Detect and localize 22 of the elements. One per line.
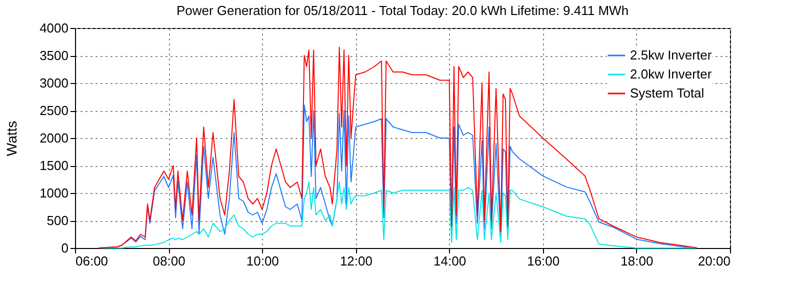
x-tick-label: 12:00 xyxy=(340,254,372,268)
x-tick-label: 20:00 xyxy=(698,254,730,268)
x-tick-label: 18:00 xyxy=(620,254,654,268)
y-tick-label: 2000 xyxy=(40,130,68,146)
x-tick-label: 10:00 xyxy=(246,254,279,268)
chart-title: Power Generation for 05/18/2011 - Total Today: 20.0 kWh Lifetime: 9.411 MWh xyxy=(176,3,629,18)
y-tick-label: 4000 xyxy=(40,20,68,36)
legend-label: 2.0kw Inverter xyxy=(630,66,712,82)
y-tick-label: 1000 xyxy=(40,186,68,200)
y-tick-label: 0 xyxy=(61,240,68,256)
legend-label: System Total xyxy=(630,86,704,100)
x-tick-label: 06:00 xyxy=(76,254,108,268)
x-tick-label: 16:00 xyxy=(527,254,560,268)
y-tick-label: 1500 xyxy=(40,158,68,173)
legend-label: 2.5kw Inverter xyxy=(630,48,712,62)
y-tick-label: 3500 xyxy=(40,48,68,63)
x-tick-label: 14:00 xyxy=(434,254,466,268)
y-axis-title: Watts xyxy=(4,120,20,156)
y-tick-label: 3000 xyxy=(40,76,68,90)
x-tick-label: 08:00 xyxy=(152,254,186,268)
y-tick-label: 500 xyxy=(46,213,68,228)
y-tick-label: 2500 xyxy=(40,103,68,118)
